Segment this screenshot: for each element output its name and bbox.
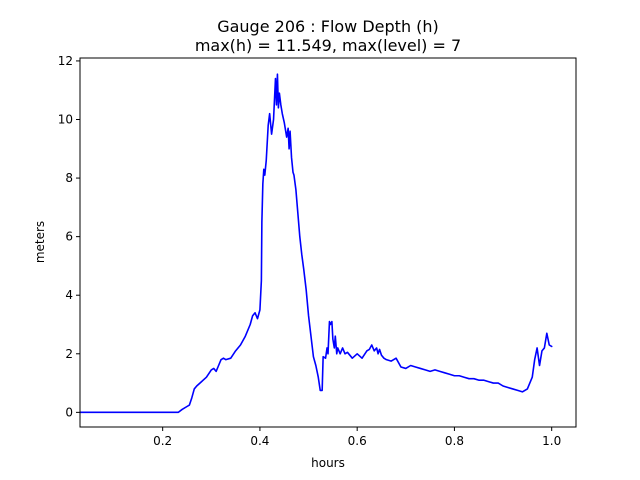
plot-area [80,58,576,427]
y-tick-label: 10 [58,113,73,127]
x-axis-label: hours [311,456,345,470]
flow-depth-series-line [79,73,553,414]
chart-title: Gauge 206 : Flow Depth (h) [217,17,439,36]
x-tick-label: 0.2 [153,434,172,448]
y-tick-label: 2 [65,347,73,361]
y-axis-label: meters [33,221,47,263]
x-tick-label: 1.0 [542,434,561,448]
x-tick-label: 0.6 [348,434,367,448]
chart-subtitle: max(h) = 11.549, max(level) = 7 [195,36,461,55]
y-tick-label: 8 [65,171,73,185]
x-tick-label: 0.8 [445,434,464,448]
x-axis: 0.2 0.4 0.6 0.8 1.0 [153,427,561,448]
y-tick-label: 0 [65,405,73,419]
y-tick-label: 6 [65,230,73,244]
x-tick-label: 0.4 [250,434,269,448]
plot-frame [79,57,577,428]
y-axis: 0 2 4 6 8 10 12 [58,54,80,419]
y-tick-label: 4 [65,288,73,302]
plot-content [79,73,553,414]
y-tick-label: 12 [58,54,73,68]
